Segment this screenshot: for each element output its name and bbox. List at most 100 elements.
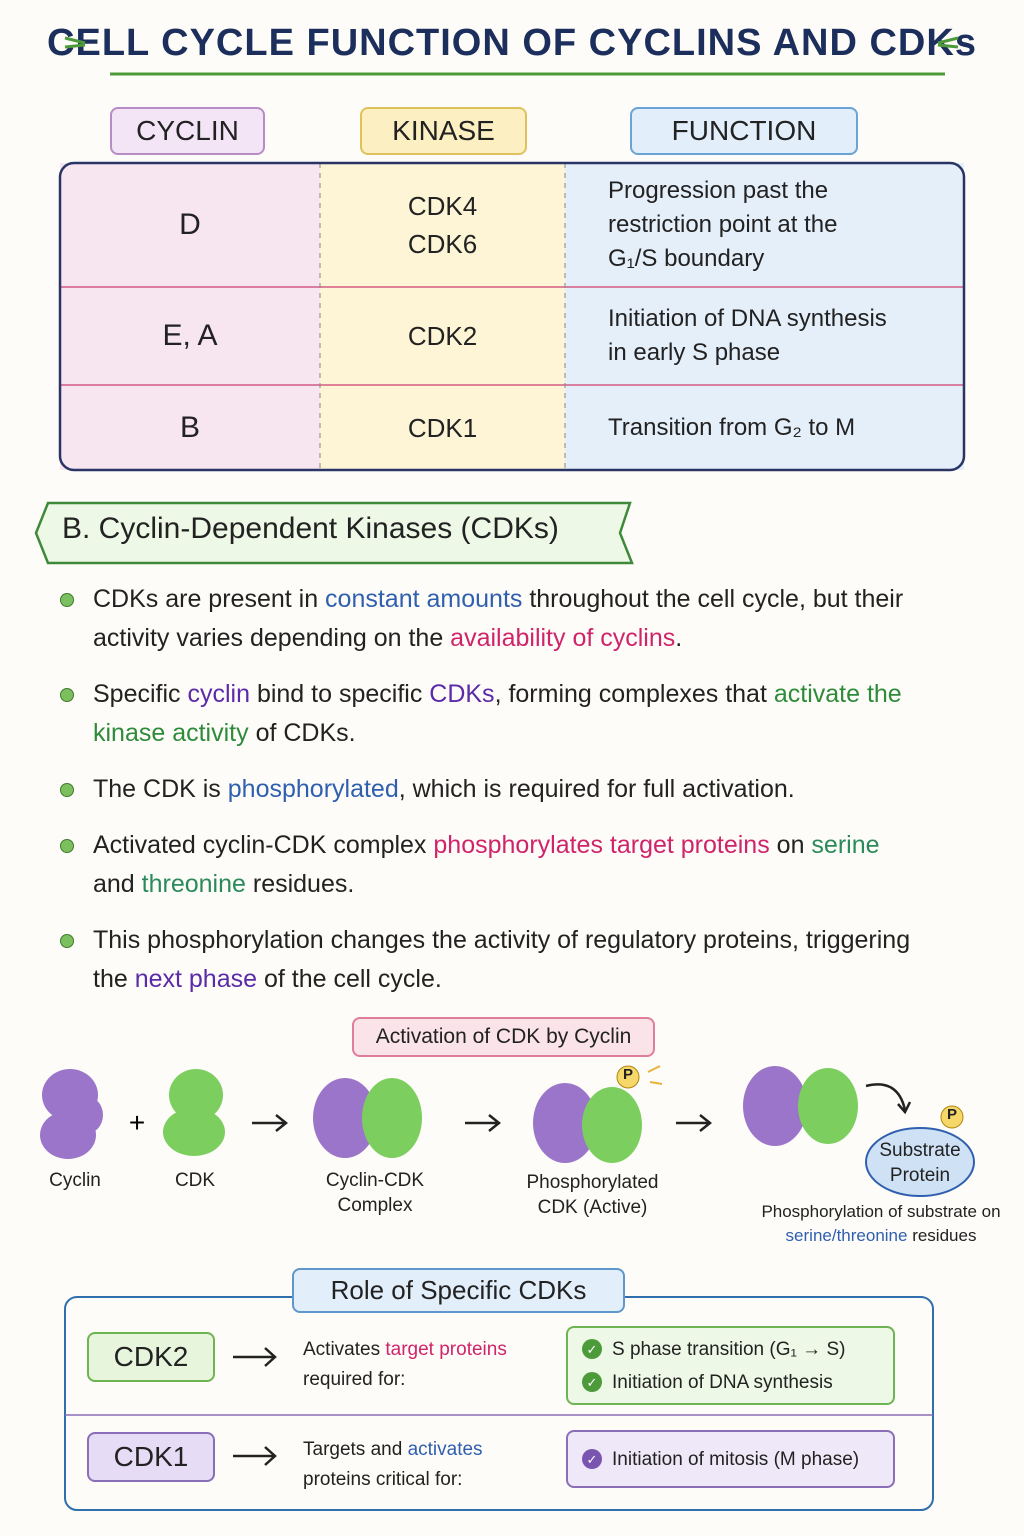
phosphate-label: P: [946, 1106, 957, 1123]
text-segment: bind to specific: [250, 680, 430, 708]
role-description: Activates target proteins required for:: [303, 1335, 548, 1395]
function-line: G₁/S boundary: [608, 245, 765, 272]
title-flourish: [64, 36, 959, 49]
text-segment: of the cell cycle.: [257, 965, 442, 993]
cyclin-cell: D: [179, 208, 201, 241]
outcome: ✓ Initiation of DNA synthesis: [582, 1366, 879, 1399]
kinase-name: CDK6: [407, 229, 478, 259]
bullet-dot: [60, 593, 74, 607]
section-heading: B. Cyclin-Dependent Kinases (CDKs): [62, 512, 559, 545]
diagram-label: Phosphorylated CDK (Active): [526, 1172, 659, 1218]
outcome-text: Initiation of mitosis (M phase): [612, 1448, 860, 1470]
phosphate-label: P: [622, 1066, 633, 1083]
cyclin-cell: E, A: [162, 319, 218, 352]
cyclin-cell: B: [179, 410, 200, 444]
outcome-box: ✓ S phase transition (G₁ → S) ✓ Initiation …: [566, 1326, 895, 1405]
text-segment: serine/threonine: [785, 1226, 908, 1245]
role-arrows: [233, 1347, 277, 1466]
plus-sign: +: [129, 1107, 145, 1138]
function-line: Initiation of DNA synthesis: [608, 305, 887, 332]
phosphorylated-blob: [533, 1065, 663, 1163]
arrow-head: [897, 1101, 912, 1115]
outcome-box: ✓ Initiation of mitosis (M phase): [566, 1430, 895, 1488]
text-segment: next phase: [134, 965, 258, 993]
text-segment: activate the kinase activity: [93, 680, 902, 747]
kinase-cell: CDK1: [320, 385, 565, 470]
diagram-label: CDK: [174, 1170, 216, 1191]
text-segment: residues: [907, 1226, 977, 1245]
cyclin-blob: [40, 1069, 103, 1159]
kinase-name: CDK4: [407, 191, 478, 221]
phosphate-circle: [940, 1105, 964, 1129]
cdk-blob: [163, 1069, 225, 1156]
bullet-dot: [60, 688, 74, 702]
text-segment: Activates: [303, 1339, 386, 1360]
function-line: restriction point at the: [608, 211, 838, 238]
outcome-text: Initiation of DNA synthesis: [612, 1371, 833, 1393]
function-line: Progression past the: [608, 177, 829, 204]
column-header: CYCLIN: [110, 107, 265, 155]
function-line: Transition from G₂ to M: [608, 413, 856, 441]
diagram-title: Activation of CDK by Cyclin: [352, 1017, 655, 1057]
text-segment: .: [675, 624, 683, 652]
text-segment: , forming complexes that: [494, 680, 774, 708]
bullet: This phosphorylation changes the activit…: [60, 921, 920, 999]
function-cell: Progression past the restriction point at…: [608, 163, 958, 287]
text-segment: and: [93, 870, 142, 898]
roles-title: Role of Specific CDKs: [292, 1268, 625, 1313]
outcome-text: S phase transition (G₁ → S): [612, 1338, 846, 1360]
function-line: in early S phase: [608, 339, 781, 366]
text-segment: threonine: [141, 870, 246, 898]
substrate-circle: [865, 1127, 975, 1197]
flow-arrows: [252, 1114, 713, 1132]
bullet-dot: [60, 839, 74, 853]
active-complex-blob: [743, 1066, 858, 1146]
bullet: Specific cyclin bind to specific CDKs, f…: [60, 675, 920, 753]
section-banner: [34, 501, 634, 565]
text-segment: activates: [407, 1439, 483, 1460]
function-column: [565, 163, 964, 470]
diagram-label: Cyclin: [49, 1170, 101, 1191]
check-icon: ✓: [582, 1372, 602, 1392]
text-segment: phosphorylates target proteins: [433, 831, 770, 859]
bullet-list: CDKs are present in constant amounts thr…: [60, 580, 920, 1016]
text-segment: Phosphorylation of substrate on: [761, 1202, 1001, 1221]
check-icon: ✓: [582, 1449, 602, 1469]
function-cell: Initiation of DNA synthesis in early S ph…: [608, 287, 958, 385]
substrate-label: Substrate Protein: [879, 1140, 961, 1186]
diagram-label: Cyclin-CDK Complex: [325, 1170, 425, 1216]
outcome: ✓ Initiation of mitosis (M phase): [582, 1443, 879, 1476]
text-segment: , which is required for full activation.: [398, 775, 795, 803]
bullet-dot: [60, 934, 74, 948]
kinase-pill: CDK1: [87, 1432, 215, 1482]
curved-arrow: [865, 1083, 907, 1111]
text-segment: throughout the cell cycle, but their act…: [93, 585, 904, 652]
text-segment: availability of cyclins: [450, 624, 676, 652]
cyclin-column: [60, 163, 320, 470]
text-segment: residues.: [245, 870, 355, 898]
kinase-cell: CDK2: [320, 287, 565, 385]
page-title: CELL CYCLE FUNCTION OF CYCLINS AND CDKs: [47, 22, 977, 64]
text-segment: CDKs are present in: [93, 585, 326, 613]
text-segment: Specific: [93, 680, 188, 708]
text-segment: target proteins: [385, 1339, 507, 1360]
kinase-name: CDK2: [407, 321, 478, 351]
check-icon: ✓: [582, 1339, 602, 1359]
text-segment: constant amounts: [325, 585, 523, 613]
text-segment: This phosphorylation changes the activit…: [93, 926, 911, 993]
column-header: KINASE: [360, 107, 527, 155]
role-description: Targets and activates proteins critical …: [303, 1435, 548, 1495]
column-header: FUNCTION: [630, 107, 858, 155]
text-segment: phosphorylated: [227, 775, 399, 803]
diagram-caption: Phosphorylation of substrate on serine/t…: [760, 1200, 1002, 1248]
function-cell: Transition from G₂ to M: [608, 385, 958, 470]
kinase-cell: CDK4 CDK6: [320, 163, 565, 287]
text-segment: Targets and: [303, 1439, 408, 1460]
bullet-dot: [60, 783, 74, 797]
table-frame: [58, 161, 966, 472]
text-segment: cyclin: [187, 680, 250, 708]
text-segment: CDKs: [429, 680, 495, 708]
